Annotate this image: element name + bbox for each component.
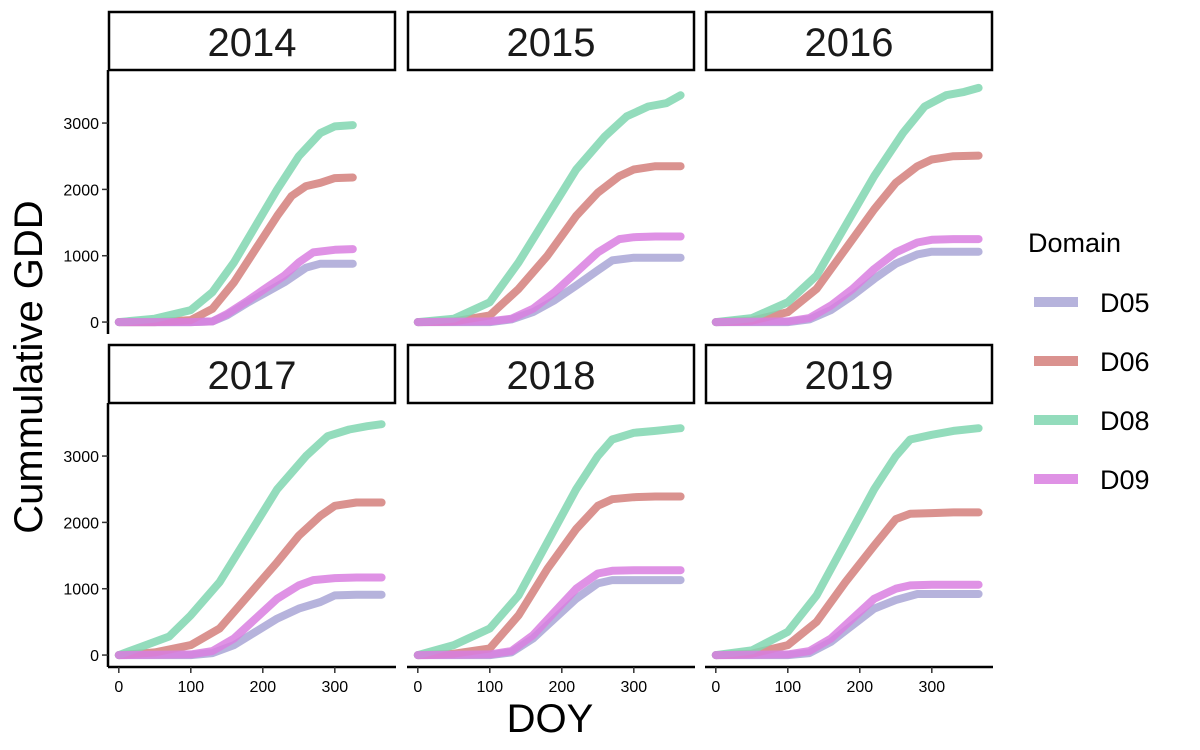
series-line-D08 [413, 91, 685, 327]
x-tick-label: 300 [321, 679, 348, 696]
series-line-D05 [413, 253, 685, 327]
y-tick-label: 1000 [63, 582, 99, 599]
facet-strip [406, 343, 696, 405]
y-tick-label: 3000 [63, 449, 99, 466]
y-tick-label: 1000 [63, 249, 99, 266]
y-tick-label: 3000 [63, 116, 99, 133]
facet-strip [107, 343, 397, 405]
x-tick-label: 100 [177, 679, 204, 696]
panel-2018: 2018 0 100 200 300 [406, 343, 696, 696]
legend: Domain D05 D06 D08 D09 [1028, 228, 1150, 495]
series-line-D08 [114, 420, 386, 660]
series-line-D08 [114, 121, 357, 327]
x-tick-label: 100 [476, 679, 503, 696]
panel-2016: 2016 [704, 10, 994, 327]
series-line-D06 [114, 498, 386, 660]
series-line-D08 [711, 83, 983, 327]
series-line-D06 [413, 492, 685, 660]
y-tick-label: 2000 [63, 182, 99, 199]
series-line-D05 [711, 247, 983, 327]
series-line-D09 [413, 566, 685, 660]
panel-2014: 2014 0 1000 2000 3000 [63, 10, 397, 334]
facet-strip [704, 10, 994, 72]
series-line-D09 [711, 235, 983, 327]
x-tick-label: 200 [548, 679, 575, 696]
facet-strip [406, 10, 696, 72]
series-line-D06 [711, 508, 983, 660]
series-line-D09 [413, 232, 685, 327]
x-tick-label: 0 [413, 679, 422, 696]
legend-label-D05: D05 [1100, 288, 1150, 318]
y-tick-label: 0 [90, 648, 99, 665]
series-line-D09 [114, 245, 357, 327]
series-line-D09 [114, 573, 386, 660]
x-tick-label: 200 [846, 679, 873, 696]
x-tick-label: 0 [711, 679, 720, 696]
series-line-D06 [711, 151, 983, 327]
legend-label-D06: D06 [1100, 347, 1150, 377]
panel-2019: 2019 0 100 200 300 [704, 343, 994, 696]
facet-title: 2015 [507, 21, 596, 65]
series-line-D06 [413, 162, 685, 327]
y-tick-label: 0 [90, 315, 99, 332]
x-axis-title: DOY [507, 697, 594, 741]
x-tick-label: 200 [249, 679, 276, 696]
x-tick-label: 100 [774, 679, 801, 696]
legend-title: Domain [1028, 228, 1121, 258]
x-tick-label: 300 [918, 679, 945, 696]
facet-title: 2019 [805, 354, 894, 398]
series-line-D08 [711, 424, 983, 660]
facet-title: 2017 [208, 354, 297, 398]
legend-label-D08: D08 [1100, 406, 1150, 436]
panel-2015: 2015 [406, 10, 696, 327]
y-tick-label: 2000 [63, 515, 99, 532]
series-line-D08 [413, 424, 685, 660]
y-axis-title: Cummulative GDD [7, 200, 51, 533]
facet-title: 2018 [507, 354, 596, 398]
facet-title: 2016 [805, 21, 894, 65]
facet-strip [107, 10, 397, 72]
legend-label-D09: D09 [1100, 465, 1150, 495]
x-tick-label: 0 [114, 679, 123, 696]
facet-title: 2014 [208, 21, 297, 65]
facet-strip [704, 343, 994, 405]
series-line-D09 [711, 580, 983, 660]
panel-2017: 2017 0 1000 2000 3000 0 100 200 300 [63, 343, 397, 696]
x-tick-label: 300 [620, 679, 647, 696]
